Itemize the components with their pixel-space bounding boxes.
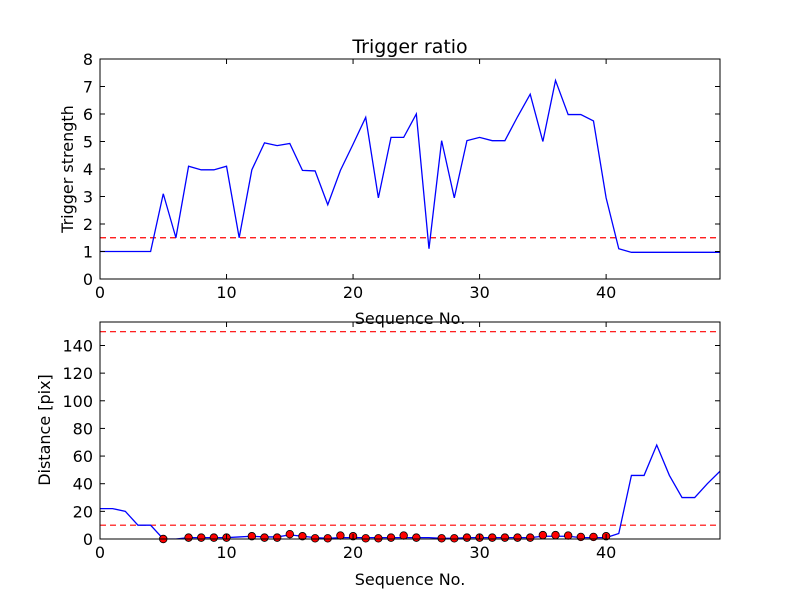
chart-2-point-3 <box>209 533 219 542</box>
chart-1-xtick-label-20: 20 <box>343 283 363 302</box>
chart-2-point-17 <box>399 531 408 540</box>
chart-2-point-23 <box>488 533 497 542</box>
chart-2-xtick-label-40: 40 <box>596 543 616 562</box>
chart-2-ytick-label-120: 120 <box>62 364 93 383</box>
chart-1-xtick-label-10: 10 <box>216 283 236 302</box>
chart-2-xtick-label-0: 0 <box>95 543 105 562</box>
chart-2-point-11 <box>323 534 332 543</box>
chart-1-ytick-label-3: 3 <box>83 188 93 207</box>
chart-1-series-line-0 <box>100 78 720 253</box>
chart-2-point-1 <box>184 533 193 542</box>
chart-2-point-25 <box>513 533 522 542</box>
chart-2-ytick-label-140: 140 <box>62 336 93 355</box>
chart-1-data-layer <box>100 78 720 253</box>
chart-2-point-18 <box>412 533 421 542</box>
chart-1-ytick-label-1: 1 <box>83 243 93 262</box>
chart-1-title: Trigger ratio <box>351 36 467 58</box>
chart-2-point-14 <box>361 534 370 543</box>
chart-2-point-20 <box>450 534 459 543</box>
chart-2-xtick-label-10: 10 <box>216 543 236 562</box>
chart-1-ytick-label-5: 5 <box>83 133 93 152</box>
chart-2-distance: 0 10 20 30 40 0 20 40 60 80 100 120 140 <box>62 321 721 562</box>
chart-2-point-7 <box>272 533 282 542</box>
chart-1-xtick-label-40: 40 <box>596 283 616 302</box>
chart-2-ytick-label-100: 100 <box>62 392 93 411</box>
chart-1-ytick-label-7: 7 <box>83 78 93 97</box>
chart-2-ytick-label-60: 60 <box>73 447 93 466</box>
chart-2-point-2 <box>197 533 206 542</box>
chart-2-point-12 <box>336 531 345 540</box>
chart-2-point-15 <box>374 534 383 543</box>
chart-1-ytick-label-8: 8 <box>83 50 93 69</box>
chart-1-ytick-label-0: 0 <box>83 270 93 289</box>
chart-1-ytick-label-2: 2 <box>83 215 93 234</box>
chart-2-point-10 <box>310 534 320 543</box>
chart-2-ytick-label-80: 80 <box>73 419 93 438</box>
chart-1-xtick-label-0: 0 <box>95 283 105 302</box>
chart-1-xtick-label-30: 30 <box>469 283 489 302</box>
chart-2-point-26 <box>526 533 535 542</box>
chart-2-ytick-label-0: 0 <box>83 530 93 549</box>
chart-2-xtick-label-30: 30 <box>469 543 489 562</box>
chart-2-point-6 <box>260 533 269 542</box>
chart-2-point-19 <box>437 534 446 543</box>
chart-2-point-24 <box>500 533 510 542</box>
chart-2-point-31 <box>589 532 598 542</box>
chart-2-point-5 <box>247 532 257 541</box>
chart-2-point-29 <box>563 531 573 540</box>
chart-1-trigger-ratio: 0 10 20 30 40 0 1 2 3 4 5 6 7 8 <box>83 50 721 302</box>
chart-2-axes-frame <box>99 321 721 540</box>
chart-1-ytick-label-6: 6 <box>83 105 93 124</box>
chart-2-point-16 <box>386 533 396 542</box>
chart-2-xtick-label-20: 20 <box>343 543 363 562</box>
chart-2-point-8 <box>285 529 294 539</box>
chart-2-ytick-label-20: 20 <box>73 502 93 521</box>
chart-2-xlabel: Sequence No. <box>355 570 466 589</box>
chart-1-xlabel: Sequence No. <box>355 309 466 328</box>
chart-2-ylabel: Distance [pix] <box>35 374 54 486</box>
chart-2-point-21 <box>462 533 472 542</box>
chart-2-ytick-label-40: 40 <box>73 475 93 494</box>
chart-2-point-30 <box>576 532 586 542</box>
chart-2-point-27 <box>538 530 548 540</box>
chart-1-ylabel: Trigger strength <box>58 105 77 234</box>
chart-2-point-9 <box>298 532 307 541</box>
chart-1-ytick-label-4: 4 <box>83 160 93 179</box>
chart-2-point-28 <box>551 530 560 540</box>
